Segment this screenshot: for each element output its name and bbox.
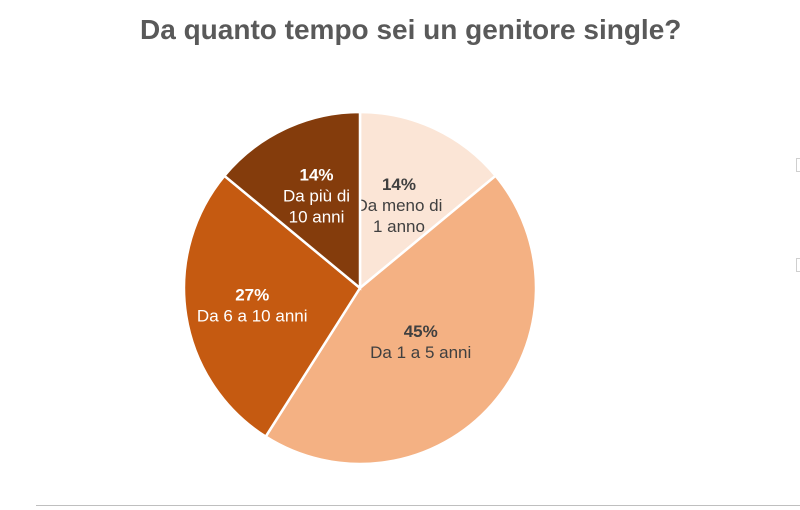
slice-data-label: 14% Da più di 10 anni — [283, 166, 350, 227]
edge-marker — [796, 258, 800, 272]
chart-title: Da quanto tempo sei un genitore single? — [140, 14, 682, 45]
pie-slice — [263, 174, 538, 466]
slice-data-label: 14% Da meno di 1 anno — [355, 175, 442, 236]
slice-data-label: 45% Da 1 a 5 anni — [370, 322, 471, 362]
window-edge — [790, 0, 800, 510]
edge-marker — [796, 158, 800, 172]
pie-slice — [358, 110, 498, 291]
pie-slice — [222, 110, 362, 291]
pie-slice — [182, 174, 362, 439]
slice-data-label: 27% Da 6 a 10 anni — [197, 286, 308, 326]
bottom-divider — [36, 505, 800, 506]
